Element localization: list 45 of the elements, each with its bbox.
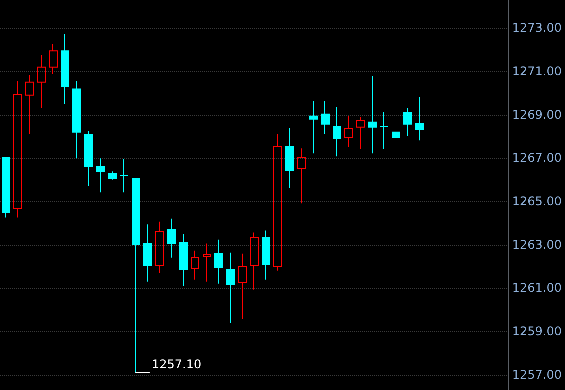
- candlestick: [238, 253, 247, 320]
- y-tick-label: 1273.00: [512, 21, 562, 36]
- candlestick: [120, 158, 129, 194]
- candlestick: [13, 80, 22, 218]
- candlestick: [285, 128, 294, 189]
- candlestick: [297, 148, 306, 204]
- y-tick-label: 1263.00: [512, 238, 562, 252]
- candlestick: [403, 108, 412, 137]
- candlestick: [167, 218, 176, 258]
- candlestick: [203, 243, 211, 282]
- candlestick: [226, 252, 235, 324]
- candlestick: [37, 54, 46, 109]
- y-tick-label: 1267.00: [512, 151, 562, 166]
- candlestick: [368, 76, 377, 154]
- y-tick-label: 1257.00: [512, 368, 562, 382]
- candlestick: [2, 157, 10, 218]
- candlestick: [72, 80, 81, 160]
- candlestick: [415, 96, 424, 142]
- annotation: 1257.10: [152, 358, 202, 372]
- candlestick: [262, 230, 270, 280]
- candlestick: [250, 232, 259, 290]
- candlestick: [344, 116, 353, 148]
- candlestick: [96, 158, 105, 194]
- candlestick: [143, 224, 152, 282]
- candlestick: [155, 221, 164, 274]
- candlestick: [191, 250, 199, 280]
- candlestick: [108, 171, 117, 180]
- y-tick-label: 1259.00: [512, 324, 562, 338]
- y-tick-label: 1271.00: [512, 64, 562, 78]
- candlestick: [25, 74, 34, 136]
- candlestick: [273, 134, 282, 272]
- candlestick: [61, 34, 69, 105]
- candlestick: [321, 100, 330, 136]
- y-tick-label: 1265.00: [512, 194, 562, 208]
- candlestick: [309, 100, 318, 154]
- candlestick: [179, 234, 188, 286]
- y-tick-label: 1269.00: [512, 108, 562, 122]
- candlestick: [392, 132, 400, 138]
- candlestick: [214, 239, 223, 284]
- candlestick: [84, 131, 93, 188]
- candlestick: [356, 116, 365, 150]
- y-tick-label: 1261.00: [512, 281, 562, 296]
- candlestick: [380, 112, 389, 150]
- candlestick: [49, 44, 58, 75]
- candlestick: [333, 106, 341, 158]
